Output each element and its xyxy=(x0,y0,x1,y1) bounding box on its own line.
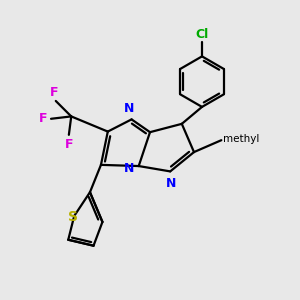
Text: F: F xyxy=(50,86,58,99)
Text: N: N xyxy=(124,162,134,175)
Text: F: F xyxy=(39,112,47,125)
Text: S: S xyxy=(68,210,78,224)
Text: N: N xyxy=(166,177,176,190)
Text: methyl: methyl xyxy=(223,134,259,144)
Text: F: F xyxy=(64,138,73,151)
Text: N: N xyxy=(124,102,134,115)
Text: Cl: Cl xyxy=(195,28,208,40)
